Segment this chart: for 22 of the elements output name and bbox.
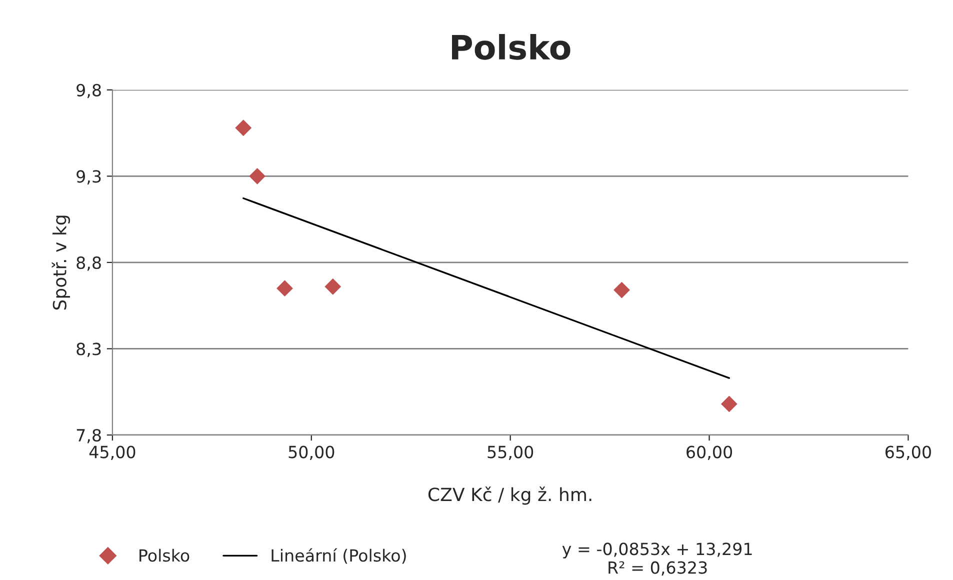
point — [720, 396, 738, 412]
point — [249, 168, 266, 184]
point — [614, 282, 630, 298]
y-tick-label: 7,8 — [76, 428, 101, 444]
x-tick-label: 60,00 — [686, 446, 732, 460]
y-tick-label: 9,8 — [76, 84, 101, 98]
x-tick-label: 65,00 — [886, 446, 931, 460]
point — [324, 278, 342, 295]
text: y = -0,0853x + 13,291 R² = 0,6323 — [562, 542, 752, 576]
y-tick-label: 8,3 — [76, 342, 101, 357]
y-tick-label: 9,3 — [76, 170, 101, 184]
legend-label: Lineární (Polsko) — [272, 548, 406, 564]
y-tick-label: 8,8 — [76, 256, 101, 271]
x-tick-label: 50,00 — [288, 446, 334, 460]
point — [276, 280, 293, 297]
x-axis-title: CZV Kč / kg ž. hm. — [428, 486, 592, 505]
chart-title: Polsko — [452, 34, 570, 60]
y-axis-title: Spotř. v kg — [52, 216, 70, 310]
point — [235, 120, 252, 136]
x-tick-label: 55,00 — [488, 446, 534, 460]
legend-label: Polsko — [140, 548, 190, 562]
x-tick-label: 45,00 — [89, 446, 136, 460]
